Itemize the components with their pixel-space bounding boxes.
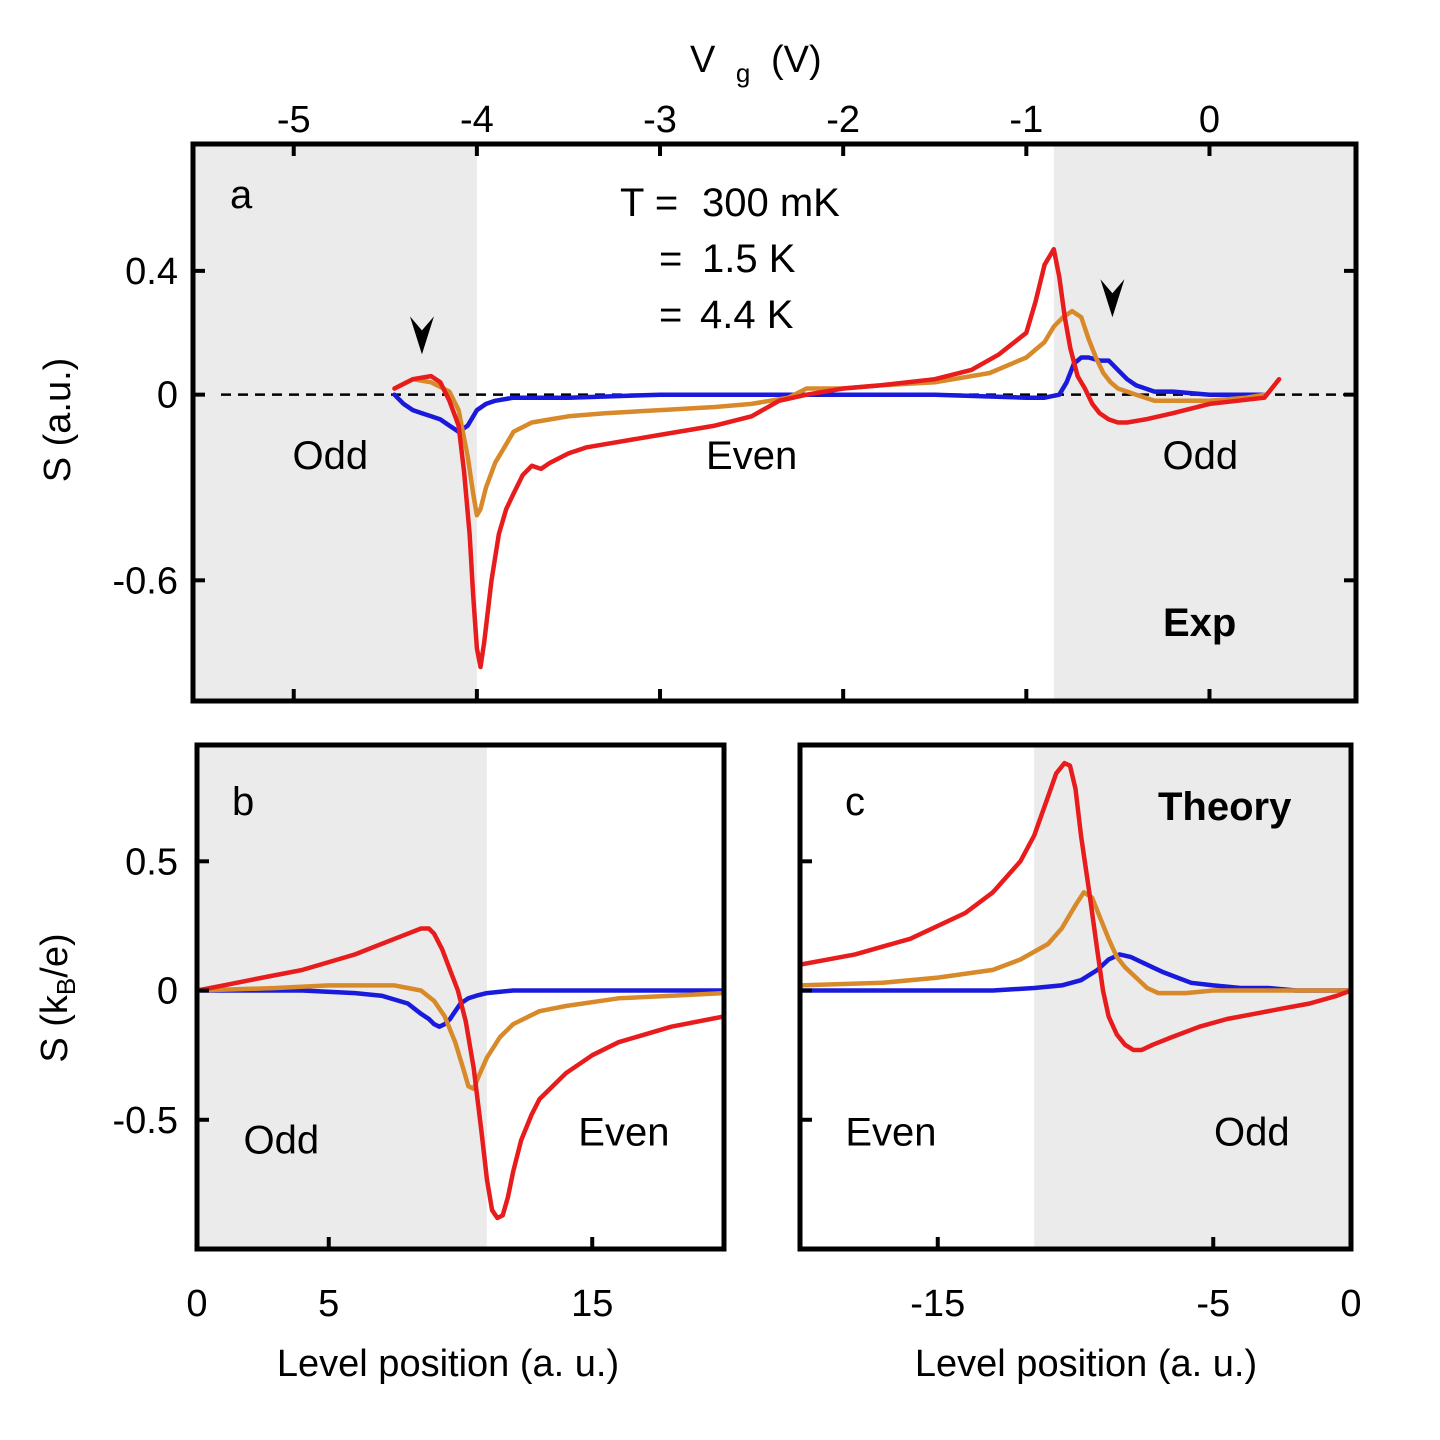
x-tick-label: 0 <box>1340 1283 1361 1325</box>
x-tick-label: 0 <box>1199 99 1220 141</box>
legend-prefix-2: = <box>659 237 682 281</box>
series-line-b-44K <box>197 926 724 1221</box>
region-label-odd: Odd <box>1163 434 1239 478</box>
region-label-odd: Odd <box>293 434 369 478</box>
legend: T = 300 mK = 1.5 K = 4.4 K <box>620 181 840 337</box>
y-tick-label: 0 <box>157 375 178 417</box>
y-tick-label: 0.5 <box>125 841 178 883</box>
y-tick-label: -0.5 <box>113 1100 178 1142</box>
region-label-even: Even <box>706 434 797 478</box>
series-line-a-300mK <box>392 355 1267 435</box>
panel-c-theory: -15 -5 0 Even Odd c Theory Level position (… <box>797 742 1362 1385</box>
panel-c-tag: Theory <box>1158 785 1292 829</box>
y-tick-label: -0.6 <box>113 560 178 602</box>
series-line-b-15K <box>197 983 724 1092</box>
legend-label-4_4K: 4.4 K <box>700 293 794 337</box>
series-line-a-44K <box>392 246 1282 670</box>
x-tick-label: -5 <box>1196 1283 1230 1325</box>
arrowhead-marker <box>1100 279 1125 318</box>
series-line-b-300mK <box>197 988 724 1029</box>
panel-a-y-axis-title: S (a.u.) <box>37 358 79 483</box>
panel-c-letter: c <box>845 780 865 824</box>
panel-a-letter: a <box>230 173 253 217</box>
panel-a-experiment: -5 -4 -3 -2 -1 0 0.4 0 -0.6 Odd Even Odd a Exp T =… <box>37 39 1359 704</box>
region-label-even: Even <box>845 1111 936 1155</box>
shaded-region-c-0 <box>1034 745 1351 1249</box>
series-line-c-44K <box>800 760 1351 1053</box>
region-label-odd: Odd <box>1214 1111 1290 1155</box>
legend-label-1_5K: 1.5 K <box>702 237 796 281</box>
shaded-region-b-0 <box>197 745 487 1249</box>
series-line-c-300mK <box>800 952 1351 993</box>
top-axis-title-unit: (V) <box>771 39 822 81</box>
top-axis-title-main: V <box>690 39 716 81</box>
panel-a-tag: Exp <box>1163 601 1236 645</box>
shaded-region-a-1 <box>1053 144 1356 701</box>
y-tick-label: 0 <box>157 971 178 1013</box>
panel-b-frame <box>194 742 727 1252</box>
panel-b-y-axis-title-end: /e) <box>34 933 76 977</box>
x-tick-label: -4 <box>460 99 494 141</box>
panel-b-y-axis-title: S (kB/e) <box>34 933 81 1062</box>
legend-prefix-3: = <box>659 293 682 337</box>
x-tick-label: 15 <box>571 1283 613 1325</box>
panel-c-frame <box>797 742 1354 1252</box>
y-tick-label: 0.4 <box>125 251 178 293</box>
x-tick-label: -5 <box>277 99 311 141</box>
arrowhead-marker <box>409 316 434 355</box>
panel-b-theory: 0 5 15 0.5 0 -0.5 Odd Even b Level position (a… <box>34 742 727 1385</box>
shaded-region-a-0 <box>193 144 477 701</box>
legend-label-300mK: 300 mK <box>702 181 840 225</box>
x-tick-label: -3 <box>643 99 677 141</box>
x-tick-label: 0 <box>186 1283 207 1325</box>
panel-c-x-axis-title: Level position (a. u.) <box>915 1343 1257 1385</box>
top-axis-title-sub: g <box>736 58 750 88</box>
x-tick-label: -1 <box>1009 99 1043 141</box>
region-label-even: Even <box>578 1111 669 1155</box>
panel-a-frame <box>190 141 1359 704</box>
series-line-c-15K <box>800 890 1351 996</box>
panel-b-x-axis-title: Level position (a. u.) <box>277 1343 619 1385</box>
panel-b-letter: b <box>232 780 254 824</box>
series-line-a-15K <box>392 308 1267 518</box>
legend-prefix-1: T = <box>620 181 678 225</box>
region-label-odd: Odd <box>244 1118 320 1162</box>
panel-b-y-axis-title-sub: B <box>51 978 81 995</box>
x-tick-label: 5 <box>318 1283 339 1325</box>
top-axis-title: V g (V) <box>690 39 822 91</box>
panel-b-y-axis-title-main: S (k <box>34 994 76 1063</box>
x-tick-label: -2 <box>826 99 860 141</box>
x-tick-label: -15 <box>910 1283 965 1325</box>
